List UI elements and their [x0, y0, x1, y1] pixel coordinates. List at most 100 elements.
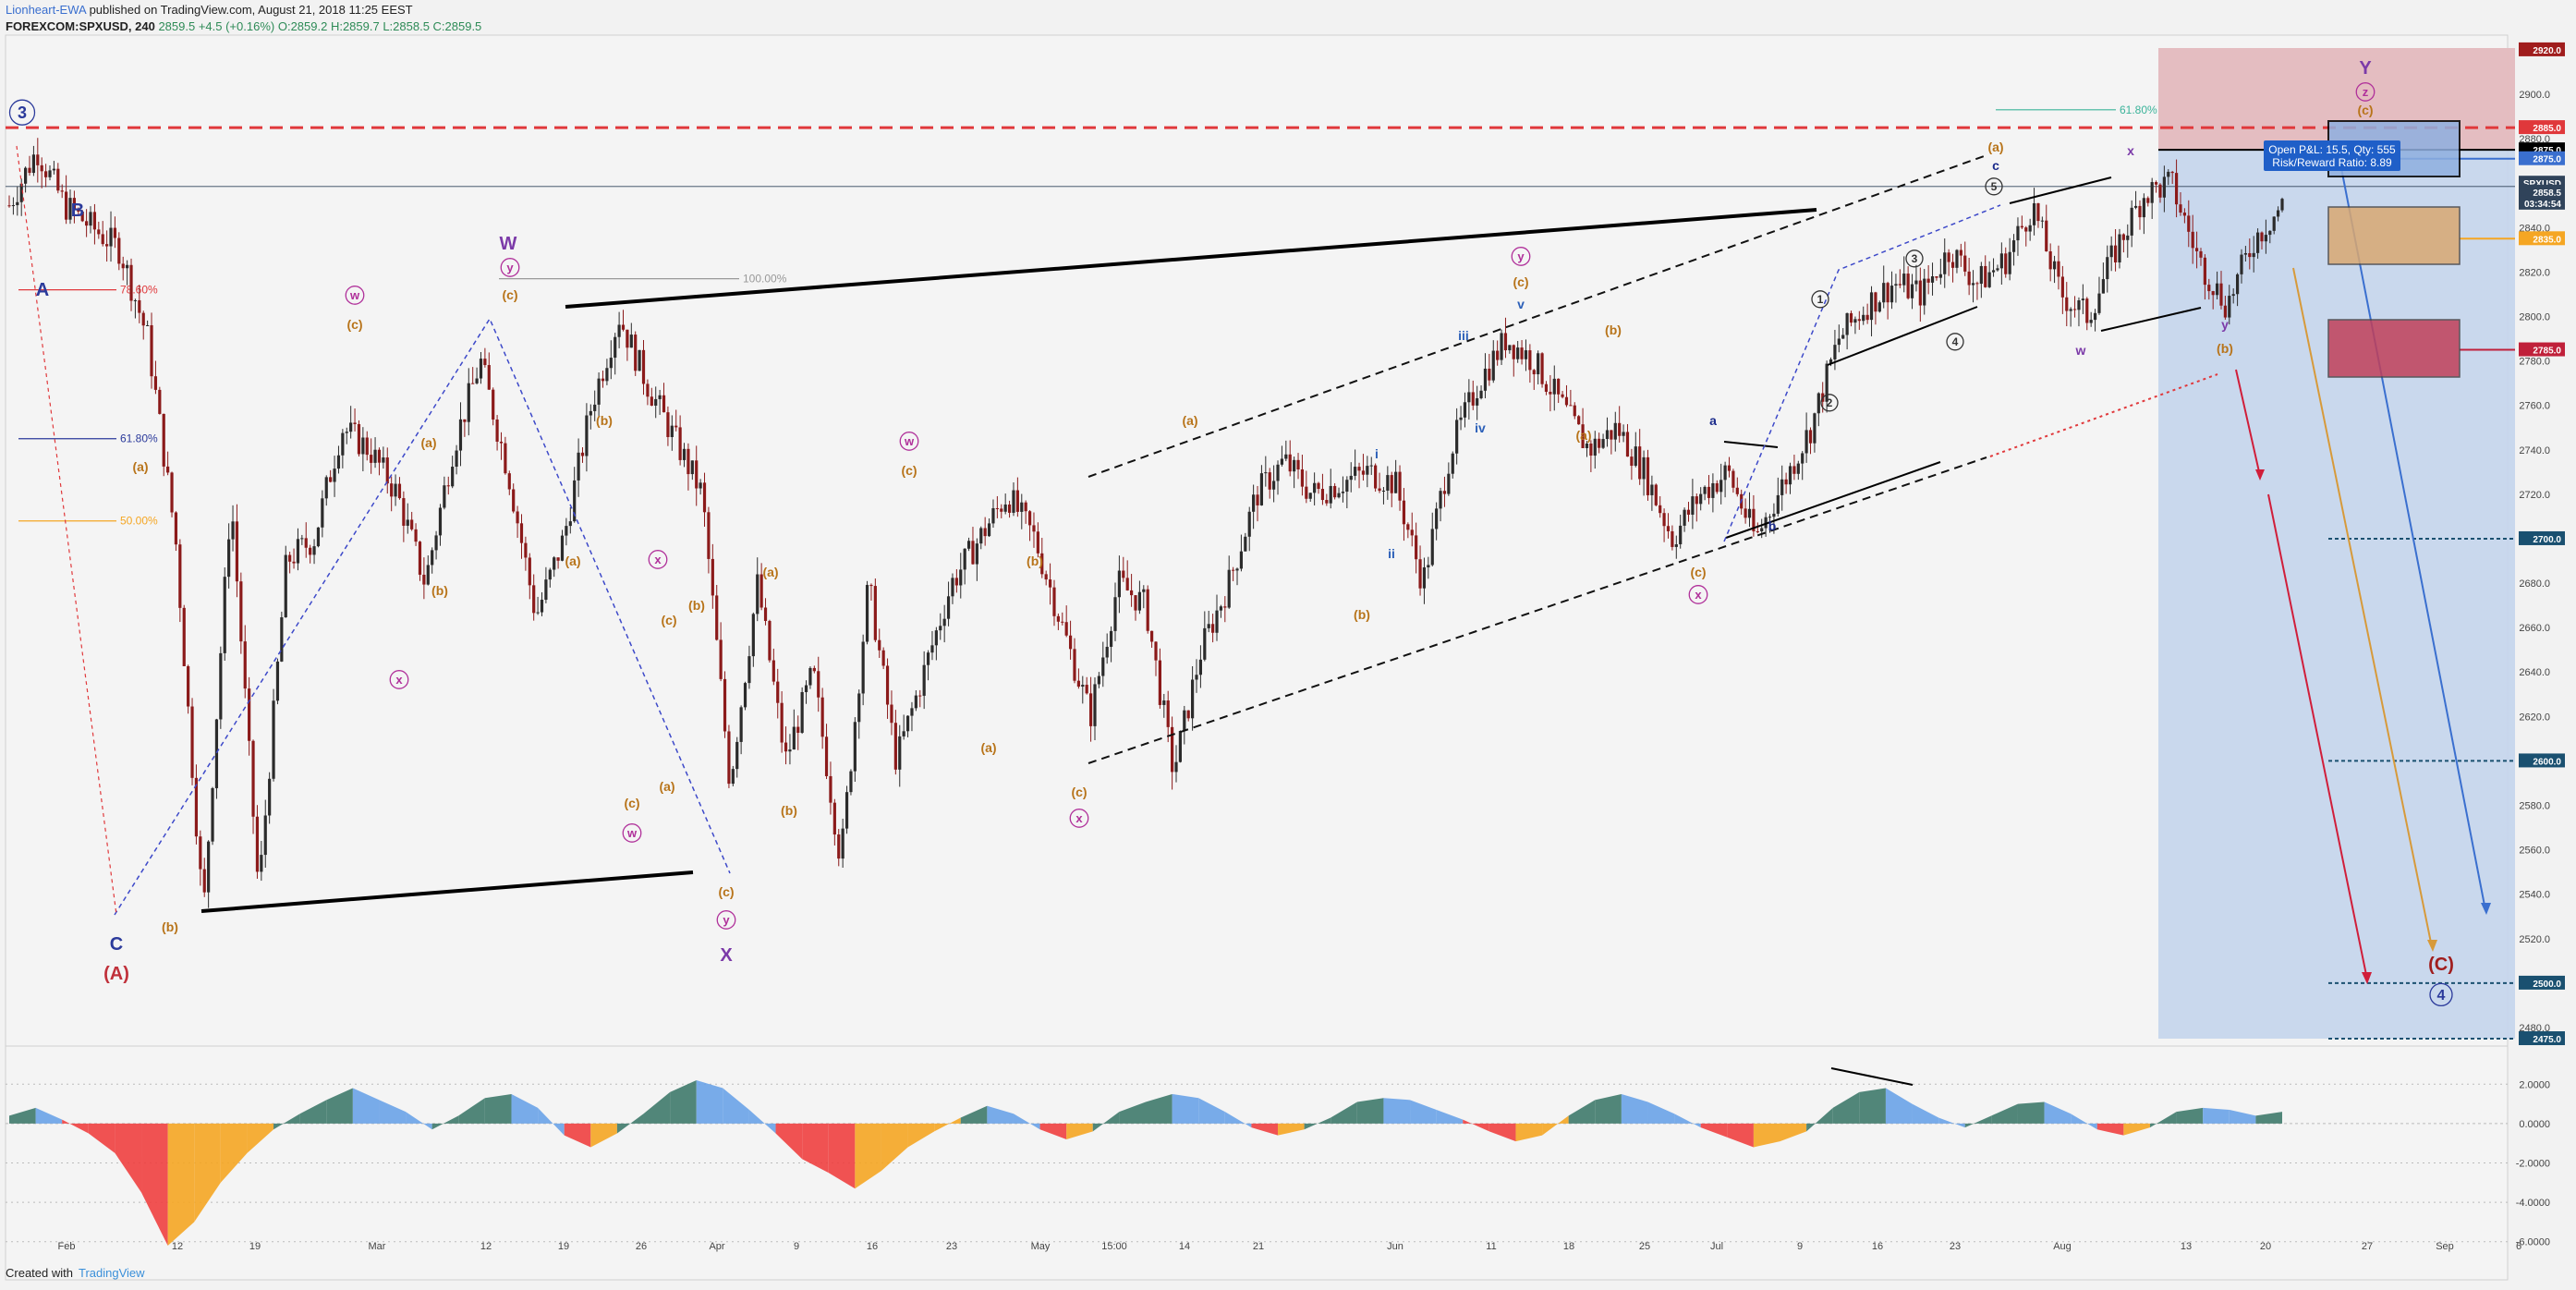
wedge-lower[interactable]: [1725, 461, 1941, 539]
candle-body: [1137, 591, 1141, 611]
candle-body: [2174, 173, 2179, 205]
wave-label: (c): [901, 463, 917, 478]
osc-segment: [1595, 1093, 1622, 1124]
osc-segment: [1832, 1091, 1860, 1124]
osc-segment: [141, 1123, 168, 1246]
candle-body: [2150, 182, 2154, 203]
candle-body: [214, 719, 219, 788]
wedge-upper[interactable]: [1827, 306, 1978, 366]
osc-segment: [194, 1123, 221, 1223]
orange-box[interactable]: [2327, 206, 2461, 265]
candle-body: [1679, 525, 1683, 545]
wave-label: (c): [1690, 565, 1706, 579]
osc-segment: [379, 1100, 407, 1124]
candle-body: [2045, 220, 2048, 251]
candle-body: [31, 154, 36, 174]
a-wave-line[interactable]: [1723, 441, 1779, 448]
osc-divergence-line[interactable]: [1830, 1067, 1914, 1086]
wave-label-circle: [648, 550, 668, 569]
candle-body: [768, 620, 772, 661]
ohlc-label: O:2859.2 H:2859.7 L:2858.5 C:2859.5: [277, 19, 482, 33]
wave-label: (c): [1513, 274, 1528, 289]
candle-body: [2089, 320, 2093, 323]
candle-body: [373, 449, 377, 463]
candle-body: [853, 722, 857, 772]
candle-body: [1898, 284, 1902, 286]
candle-body: [1926, 278, 1930, 283]
price-tick-label: 2840.0: [2519, 223, 2550, 234]
candle-body: [922, 664, 926, 696]
candle-body: [1780, 479, 1784, 495]
candle-body: [65, 191, 68, 220]
candle-body: [629, 335, 633, 348]
candle-body: [370, 455, 373, 463]
channel-lower[interactable]: [1088, 456, 1987, 764]
candle-body: [223, 577, 226, 653]
candle-body: [1808, 430, 1813, 444]
candle-body: [117, 237, 121, 264]
x-wave-line[interactable]: [2009, 176, 2112, 204]
symbol-label: FOREXCOM:SPXUSD, 240: [6, 19, 155, 33]
candle-body: [2008, 251, 2011, 274]
candle-body: [414, 529, 418, 542]
candle-body: [1776, 494, 1780, 514]
level-tag: [2519, 1031, 2565, 1046]
candle-body: [1564, 396, 1569, 406]
candle-body: [540, 600, 544, 613]
candle-body: [719, 639, 723, 679]
osc-segment: [696, 1080, 723, 1124]
price-tick-label: 2680.0: [2519, 578, 2550, 590]
author-link[interactable]: Lionheart-EWA: [6, 3, 86, 17]
candle-body: [662, 395, 666, 413]
candle-body: [1158, 660, 1162, 705]
candle-body: [1366, 466, 1369, 475]
arrow-blue: [2340, 167, 2486, 911]
candle-body: [682, 448, 687, 460]
candle-body: [711, 558, 714, 596]
osc-segment: [2123, 1123, 2150, 1136]
level-tag-label: 03:34:54: [2524, 200, 2561, 210]
candle-body: [1354, 467, 1357, 476]
wave-label-circle: [716, 910, 736, 930]
candle-body: [321, 498, 324, 528]
candle-body: [658, 395, 662, 399]
candle-body: [1476, 397, 1479, 406]
candle-body: [1085, 685, 1088, 694]
y-wave-line[interactable]: [2100, 307, 2202, 332]
candle-body: [1211, 624, 1215, 633]
tradingview-link[interactable]: TradingView: [78, 1266, 145, 1280]
candle-body: [16, 201, 19, 206]
trendline-upper[interactable]: [565, 208, 1817, 309]
candle-body: [2260, 232, 2264, 242]
candle-body: [1402, 500, 1406, 525]
candle-body: [133, 299, 138, 301]
candle-body: [138, 299, 141, 313]
candle-body: [2040, 220, 2044, 222]
price-tick-label: 2760.0: [2519, 401, 2550, 412]
candle-body: [1207, 624, 1210, 628]
channel-upper[interactable]: [1088, 154, 1987, 478]
candle-body: [1882, 283, 1886, 303]
candle-body: [1186, 710, 1190, 719]
candle-body: [19, 183, 23, 202]
osc-segment: [1727, 1123, 1754, 1148]
candle-body: [756, 574, 759, 615]
candle-body: [926, 652, 930, 665]
trendline-lower[interactable]: [200, 870, 694, 913]
osc-segment: [1331, 1101, 1357, 1124]
candle-body: [2069, 309, 2072, 311]
candle-body: [966, 541, 971, 549]
candle-body: [666, 412, 670, 437]
candle-body: [832, 802, 836, 835]
candle-body: [1198, 659, 1203, 675]
candle-body: [316, 527, 321, 547]
candle-body: [1105, 646, 1109, 658]
candle-body: [1544, 383, 1549, 392]
red-box[interactable]: [2327, 319, 2461, 378]
candle-body: [1455, 420, 1459, 454]
candle-body: [1585, 443, 1589, 448]
candle-body: [918, 695, 922, 697]
candle-body: [300, 538, 304, 540]
wave-label: 4: [1952, 335, 1959, 348]
